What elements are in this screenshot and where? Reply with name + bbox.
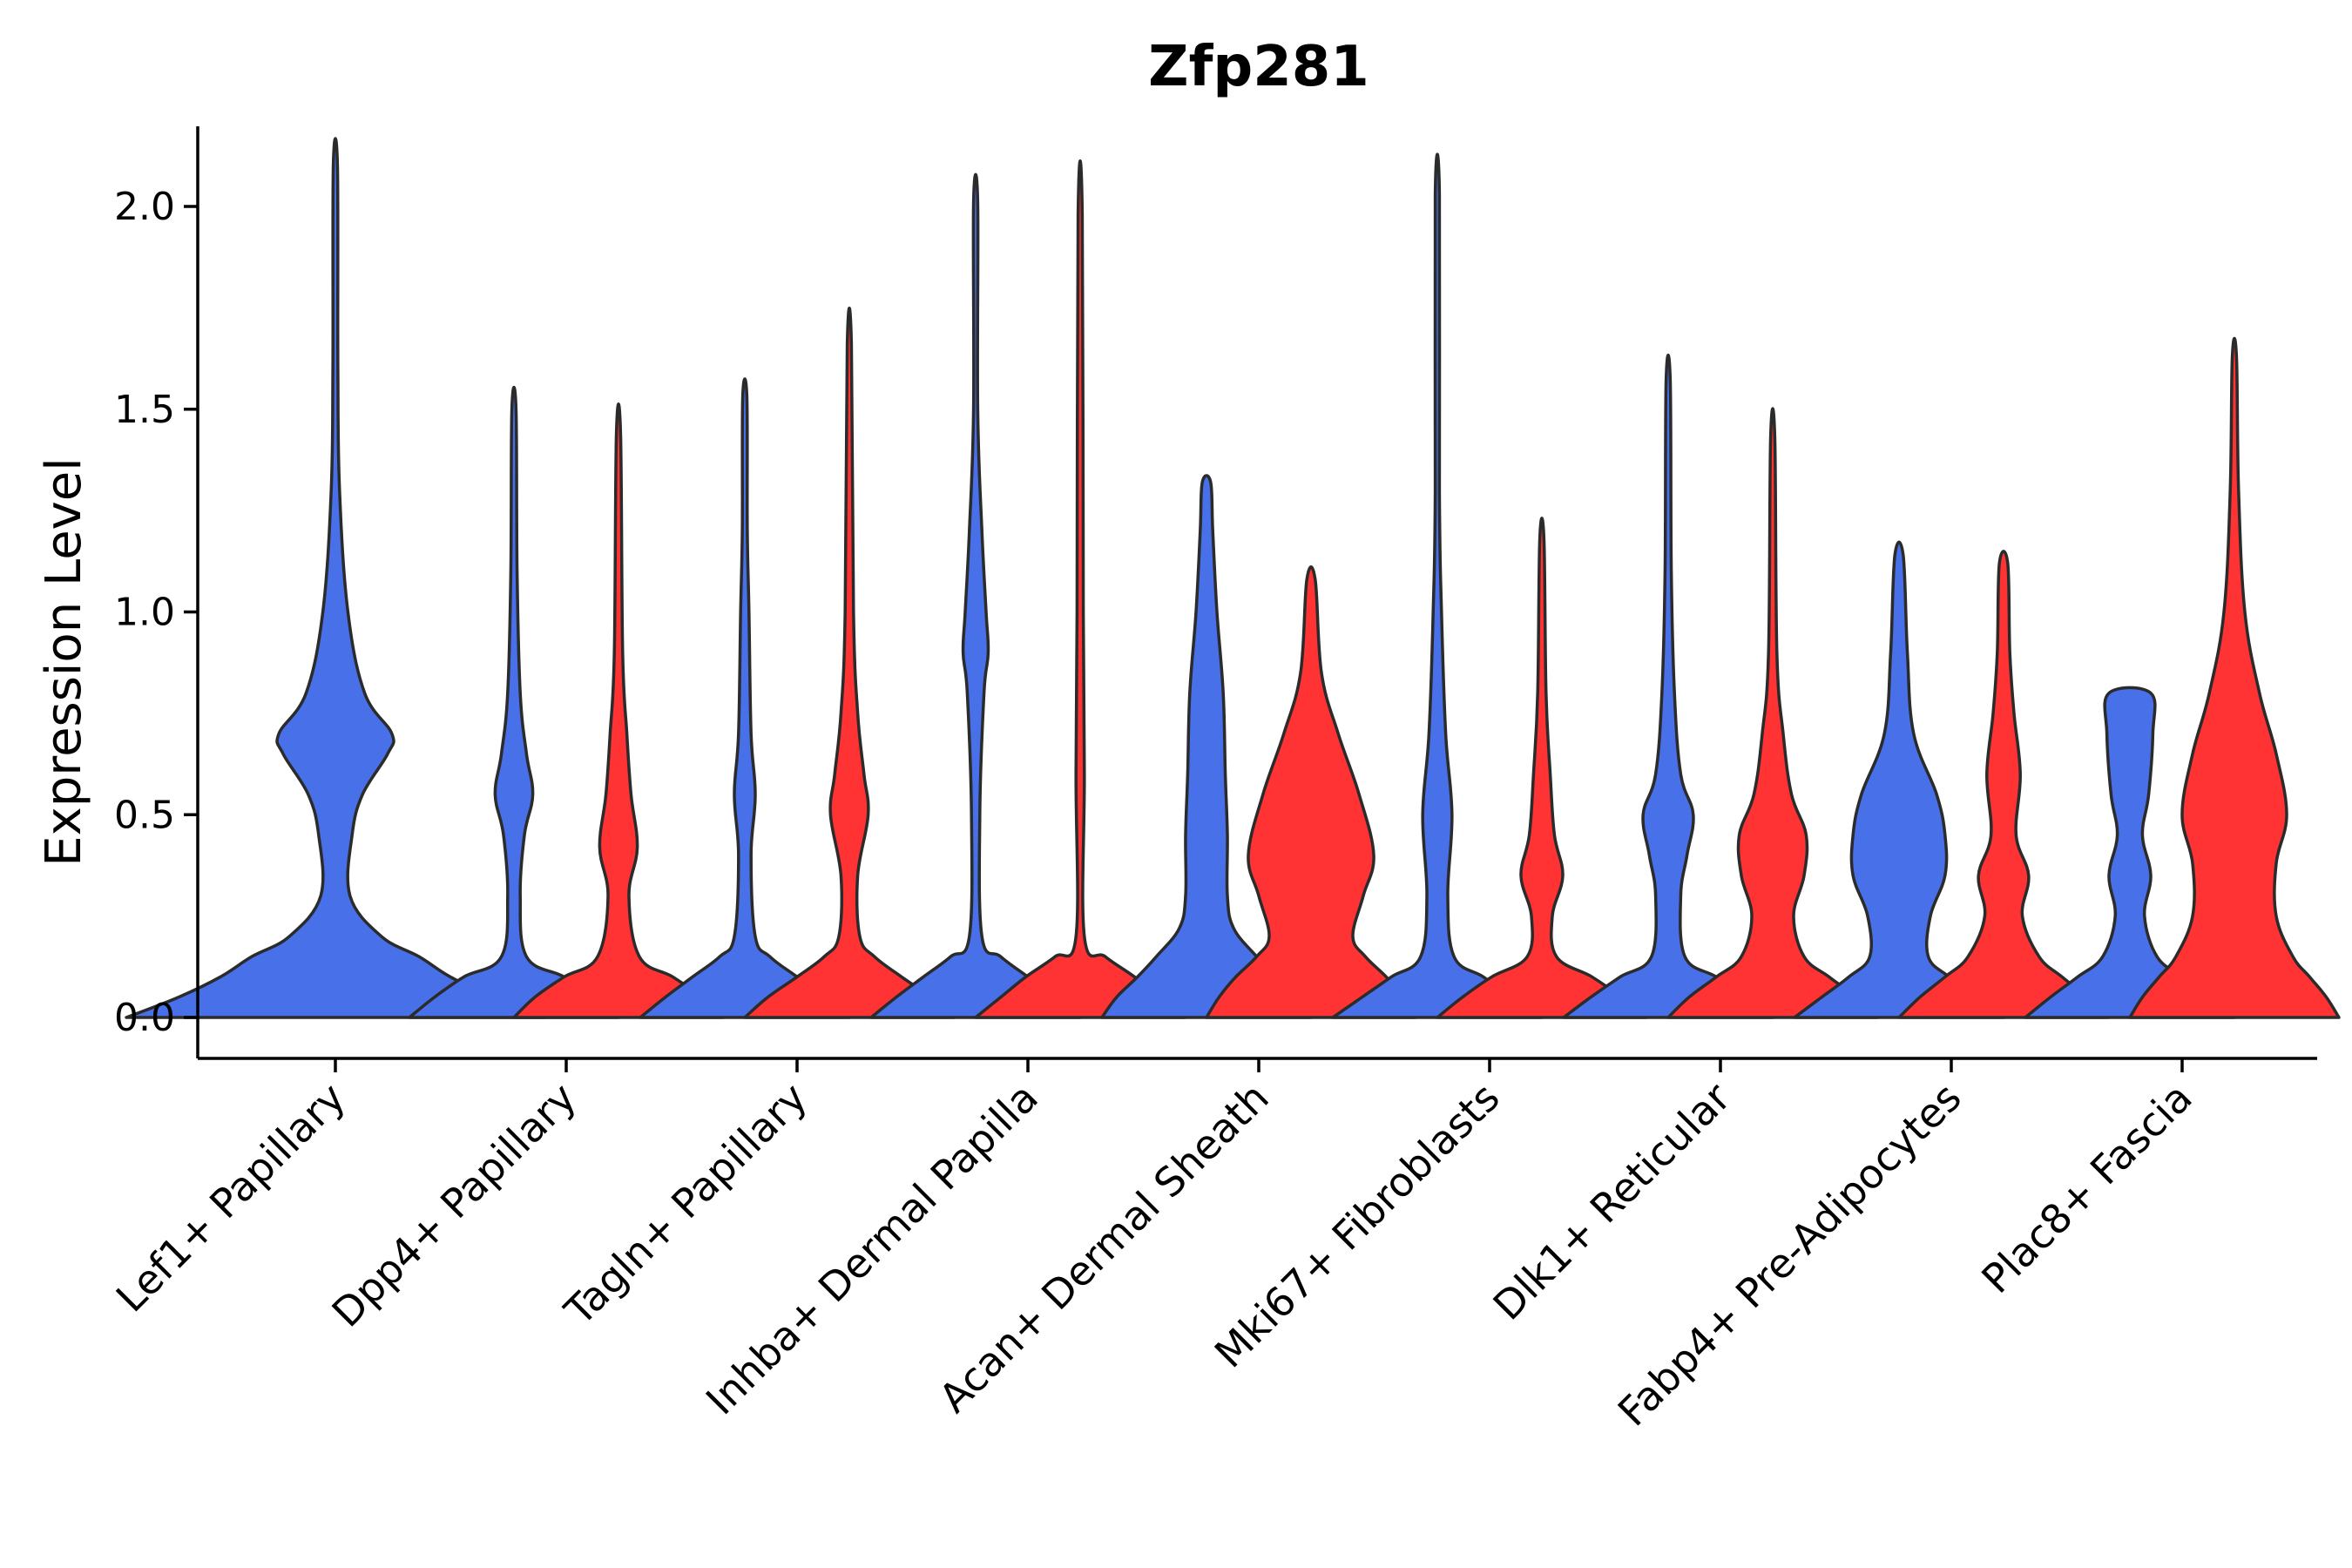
violin-group1-mki67-fibroblasts (1331, 152, 1544, 1019)
violin-group2-inhba-dermal-papilla (974, 159, 1186, 1019)
y-tick-label: 2.0 (114, 185, 175, 229)
chart-title: Zfp281 (1148, 35, 1369, 99)
violin-group1-lef1-papillary (125, 137, 546, 1019)
violin-group1-fabp4-pre-adipocytes (1793, 540, 2005, 1019)
x-tick-label: Tagln+ Papillary (555, 1074, 816, 1335)
y-tick-label: 1.5 (114, 388, 175, 432)
violin-group2-fabp4-pre-adipocytes (1897, 550, 2110, 1019)
x-tick-label: Lef1+ Papillary (107, 1074, 355, 1321)
violin-group2-acan-dermal-sheath (1205, 565, 1417, 1019)
y-tick-label: 1.0 (114, 591, 175, 635)
violin-group2-dpp4-papillary (512, 402, 725, 1019)
violin-group2-mki67-fibroblasts (1436, 517, 1648, 1019)
violin-group2-plac8-fascia (2128, 336, 2341, 1019)
violin-group2-tagln-papillary (743, 307, 956, 1019)
y-axis-title: Expression Level (36, 457, 92, 867)
x-tick-label: Dlk1+ Reticular (1484, 1074, 1740, 1329)
y-tick-label: 0.5 (114, 793, 175, 837)
violin-group1-inhba-dermal-papilla (869, 172, 1082, 1019)
y-tick-label: 0.0 (114, 996, 175, 1040)
x-tick-label: Plac8+ Fascia (1972, 1074, 2200, 1302)
violin-group2-dlk1-reticular (1666, 407, 1879, 1019)
x-tick-label: Dpp4+ Papillary (323, 1074, 585, 1336)
violin-group1-acan-dermal-sheath (1100, 474, 1313, 1019)
violin-group1-tagln-papillary (639, 377, 851, 1019)
violin-group1-dpp4-papillary (408, 386, 620, 1019)
violin-group1-dlk1-reticular (1562, 353, 1774, 1019)
y-ticks-layer: 0.0 0.5 1.0 1.5 2.0 (114, 185, 198, 1040)
violin-group1-plac8-fascia (2024, 686, 2236, 1019)
violins-layer (125, 137, 2341, 1019)
